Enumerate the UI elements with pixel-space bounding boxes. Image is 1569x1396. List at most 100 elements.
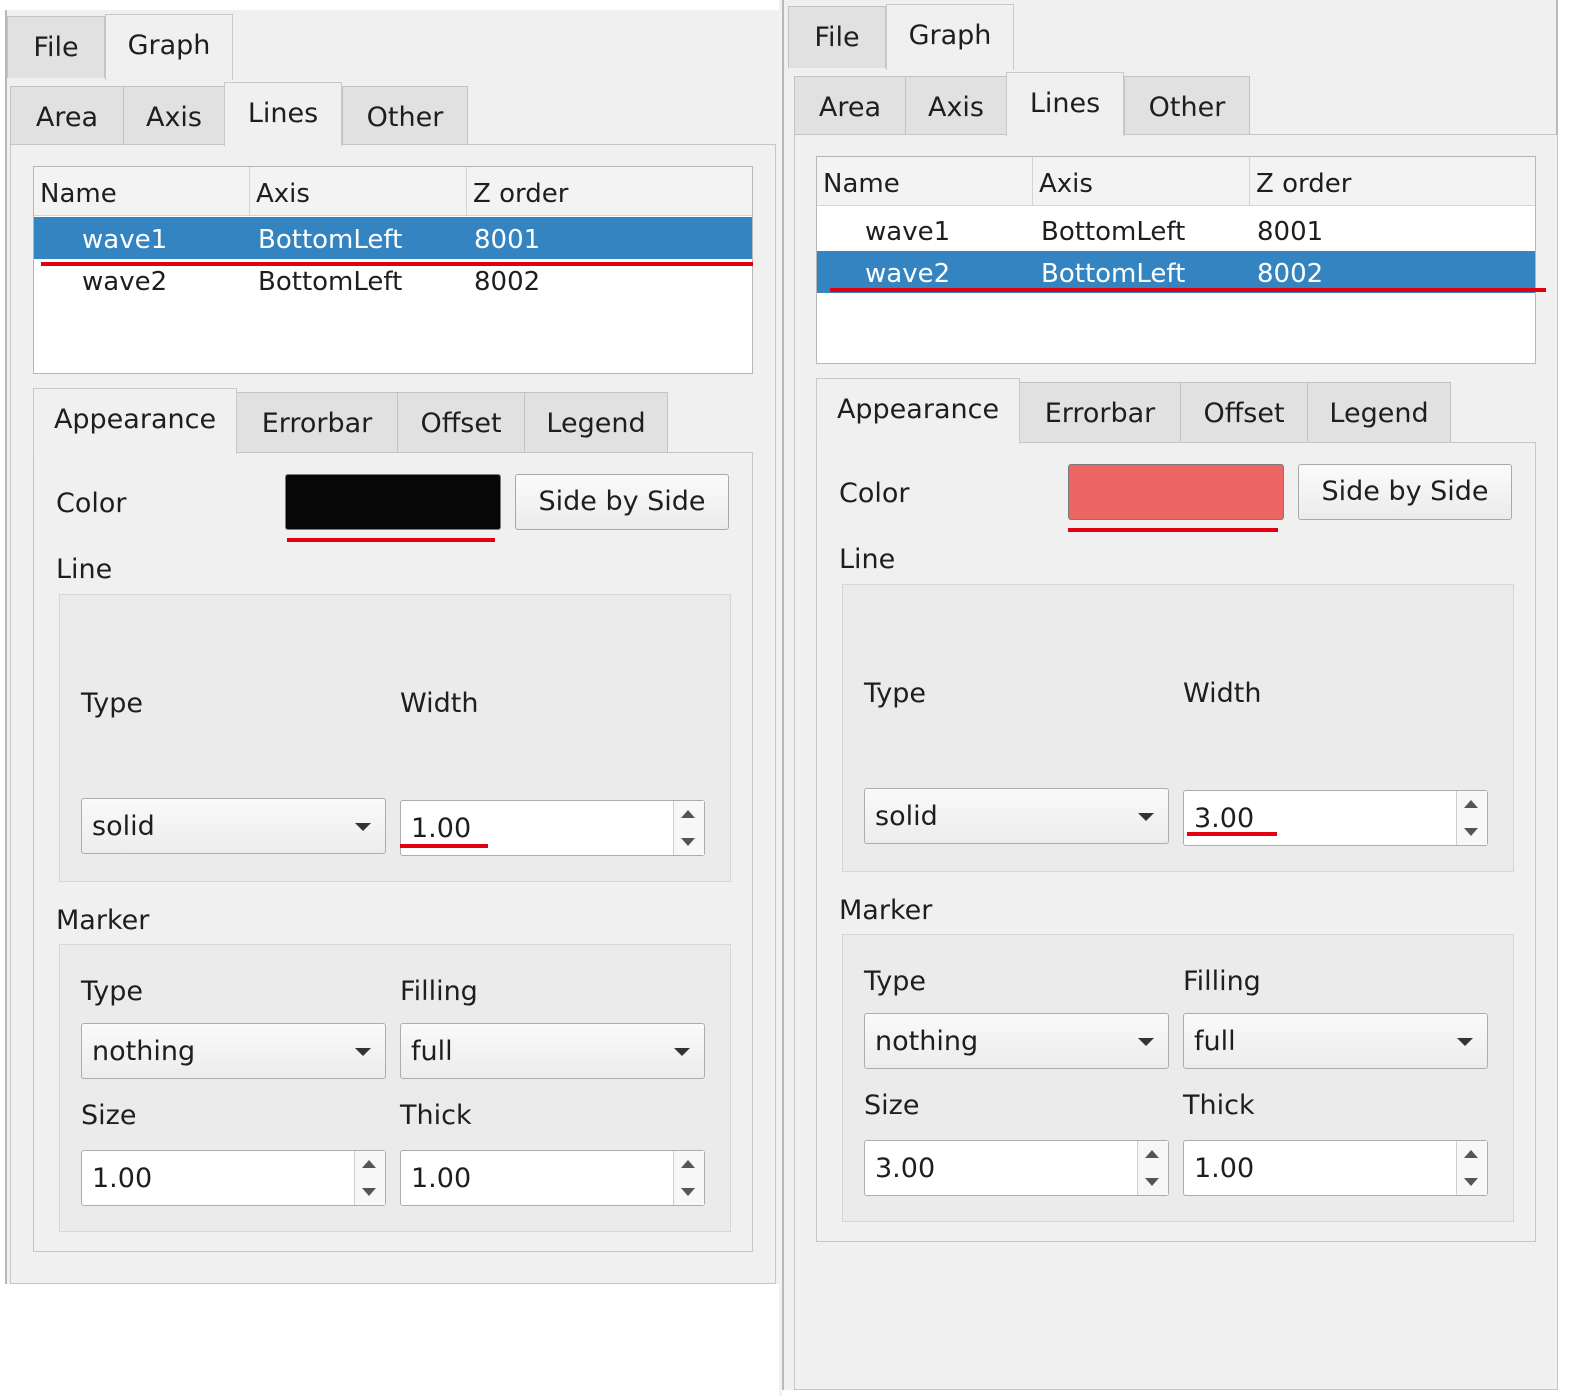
spin-buttons[interactable] (1137, 1141, 1168, 1195)
line-width-label: Width (400, 688, 479, 719)
table-row[interactable]: wave2 BottomLeft 8002 (34, 259, 752, 301)
marker-section-label: Marker (56, 905, 150, 936)
tab-file[interactable]: File (788, 6, 886, 68)
side-by-side-button[interactable]: Side by Side (1298, 464, 1512, 520)
spin-up-icon[interactable] (681, 810, 695, 818)
tab-area-label: Area (818, 92, 882, 123)
marker-type-select[interactable]: nothing (864, 1013, 1169, 1069)
spin-down-icon[interactable] (1464, 1178, 1478, 1186)
dropdown-arrow-icon (355, 1048, 371, 1056)
tab-other-label: Other (366, 102, 444, 133)
column-header-name[interactable]: Name (817, 157, 1033, 205)
spin-up-icon[interactable] (362, 1160, 376, 1168)
tab-file[interactable]: File (7, 16, 105, 78)
tab-graph[interactable]: Graph (886, 4, 1014, 70)
spin-buttons[interactable] (1456, 1141, 1487, 1195)
highlight-underline (830, 288, 1546, 292)
marker-filling-select[interactable]: full (1183, 1013, 1488, 1069)
highlight-underline (41, 262, 753, 266)
tab-graph-label: Graph (127, 30, 211, 61)
tab-graph[interactable]: Graph (105, 14, 233, 80)
table-row[interactable]: wave2 BottomLeft 8002 (817, 251, 1535, 293)
marker-filling-label: Filling (400, 976, 478, 1007)
spin-buttons[interactable] (673, 801, 704, 855)
spin-up-icon[interactable] (1145, 1150, 1159, 1158)
table-row[interactable]: wave1 BottomLeft 8001 (817, 209, 1535, 251)
line-width-spinbox[interactable]: 3.00 (1183, 790, 1488, 846)
tab-legend[interactable]: Legend (524, 392, 668, 454)
spin-buttons[interactable] (1456, 791, 1487, 845)
tab-offset-label: Offset (420, 408, 502, 439)
spin-down-icon[interactable] (1145, 1178, 1159, 1186)
marker-thick-value: 1.00 (411, 1163, 472, 1194)
tab-appearance[interactable]: Appearance (816, 378, 1020, 444)
color-swatch-button[interactable] (1068, 464, 1284, 520)
column-header-z-order[interactable]: Z order (473, 179, 569, 209)
dropdown-arrow-icon (1457, 1038, 1473, 1046)
table-row[interactable]: wave1 BottomLeft 8001 (34, 217, 752, 259)
marker-filling-select[interactable]: full (400, 1023, 705, 1079)
highlight-underline (287, 538, 495, 542)
highlight-underline (1068, 528, 1278, 532)
spin-up-icon[interactable] (1464, 1150, 1478, 1158)
tab-axis-label: Axis (927, 92, 985, 123)
spin-down-icon[interactable] (362, 1188, 376, 1196)
highlight-underline (400, 844, 488, 848)
tab-lines-label: Lines (1029, 88, 1101, 119)
tab-area[interactable]: Area (10, 86, 124, 144)
line-section-label: Line (56, 554, 113, 585)
marker-size-label: Size (864, 1090, 920, 1121)
column-header-axis[interactable]: Axis (250, 167, 467, 215)
color-label: Color (56, 488, 127, 519)
tab-legend[interactable]: Legend (1307, 382, 1451, 444)
spin-buttons[interactable] (354, 1151, 385, 1205)
marker-thick-value: 1.00 (1194, 1153, 1255, 1184)
color-swatch-button[interactable] (285, 474, 501, 530)
tab-lines[interactable]: Lines (224, 82, 342, 146)
spin-up-icon[interactable] (681, 1160, 695, 1168)
tab-offset[interactable]: Offset (1180, 382, 1308, 444)
marker-thick-spinbox[interactable]: 1.00 (1183, 1140, 1488, 1196)
column-header-name[interactable]: Name (34, 167, 250, 215)
column-header-axis[interactable]: Axis (1033, 157, 1250, 205)
cell-name: wave1 (865, 217, 951, 247)
marker-type-label: Type (81, 976, 144, 1007)
tab-other-label: Other (1148, 92, 1226, 123)
marker-size-spinbox[interactable]: 3.00 (864, 1140, 1169, 1196)
spin-buttons[interactable] (673, 1151, 704, 1205)
tab-axis[interactable]: Axis (905, 76, 1007, 134)
tab-errorbar-label: Errorbar (1044, 398, 1156, 429)
dropdown-arrow-icon (355, 823, 371, 831)
tab-area[interactable]: Area (794, 76, 906, 134)
tab-lines[interactable]: Lines (1006, 72, 1124, 136)
marker-type-value: nothing (92, 1036, 196, 1067)
column-header-z-order[interactable]: Z order (1256, 169, 1352, 199)
marker-type-select[interactable]: nothing (81, 1023, 386, 1079)
line-type-select[interactable]: solid (864, 788, 1169, 844)
cell-z-order: 8002 (474, 267, 541, 297)
line-type-label: Type (81, 688, 144, 719)
spin-down-icon[interactable] (681, 838, 695, 846)
cell-axis: BottomLeft (258, 267, 403, 297)
tab-appearance-label: Appearance (836, 394, 1000, 425)
marker-thick-spinbox[interactable]: 1.00 (400, 1150, 705, 1206)
spin-up-icon[interactable] (1464, 800, 1478, 808)
tab-appearance[interactable]: Appearance (33, 388, 237, 454)
lines-table: Name Axis Z order wave1 BottomLeft 8001 … (33, 166, 753, 374)
tab-file-label: File (33, 32, 79, 63)
spin-down-icon[interactable] (1464, 828, 1478, 836)
tab-errorbar[interactable]: Errorbar (1019, 382, 1181, 444)
spin-down-icon[interactable] (681, 1188, 695, 1196)
line-type-select[interactable]: solid (81, 798, 386, 854)
tab-area-label: Area (35, 102, 99, 133)
tab-other[interactable]: Other (342, 86, 468, 144)
marker-size-spinbox[interactable]: 1.00 (81, 1150, 386, 1206)
tab-lines-label: Lines (247, 98, 319, 129)
tab-axis[interactable]: Axis (123, 86, 225, 144)
tab-other[interactable]: Other (1124, 76, 1250, 134)
tab-errorbar[interactable]: Errorbar (236, 392, 398, 454)
marker-size-label: Size (81, 1100, 137, 1131)
side-by-side-button[interactable]: Side by Side (515, 474, 729, 530)
tab-offset[interactable]: Offset (397, 392, 525, 454)
marker-size-value: 3.00 (875, 1153, 936, 1184)
